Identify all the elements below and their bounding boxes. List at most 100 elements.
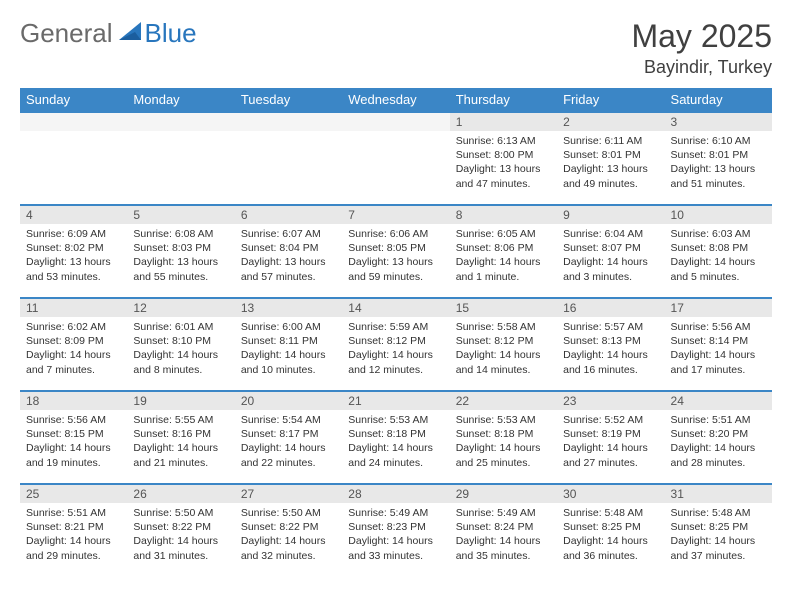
sunset-text: Sunset: 8:24 PM bbox=[456, 520, 551, 534]
day-number-cell: 16 bbox=[557, 298, 664, 317]
day-detail-cell: Sunrise: 5:49 AMSunset: 8:24 PMDaylight:… bbox=[450, 503, 557, 577]
day-number-cell: 3 bbox=[665, 112, 772, 131]
daylight-text: Daylight: 14 hours and 17 minutes. bbox=[671, 348, 766, 376]
daylight-text: Daylight: 14 hours and 3 minutes. bbox=[563, 255, 658, 283]
sunset-text: Sunset: 8:08 PM bbox=[671, 241, 766, 255]
day-detail-cell: Sunrise: 6:10 AMSunset: 8:01 PMDaylight:… bbox=[665, 131, 772, 205]
sunset-text: Sunset: 8:01 PM bbox=[563, 148, 658, 162]
logo: General Blue bbox=[20, 18, 197, 49]
day-number-cell: 10 bbox=[665, 205, 772, 224]
sunrise-text: Sunrise: 6:04 AM bbox=[563, 227, 658, 241]
day-detail-cell: Sunrise: 6:13 AMSunset: 8:00 PMDaylight:… bbox=[450, 131, 557, 205]
sunrise-text: Sunrise: 5:56 AM bbox=[671, 320, 766, 334]
day-detail-cell: Sunrise: 6:08 AMSunset: 8:03 PMDaylight:… bbox=[127, 224, 234, 298]
sunrise-text: Sunrise: 5:51 AM bbox=[671, 413, 766, 427]
day-detail-cell: Sunrise: 6:04 AMSunset: 8:07 PMDaylight:… bbox=[557, 224, 664, 298]
sunset-text: Sunset: 8:19 PM bbox=[563, 427, 658, 441]
day-detail-cell: Sunrise: 6:07 AMSunset: 8:04 PMDaylight:… bbox=[235, 224, 342, 298]
sunrise-text: Sunrise: 5:57 AM bbox=[563, 320, 658, 334]
day-number-cell bbox=[127, 112, 234, 131]
sunrise-text: Sunrise: 5:56 AM bbox=[26, 413, 121, 427]
day-detail-cell: Sunrise: 5:51 AMSunset: 8:20 PMDaylight:… bbox=[665, 410, 772, 484]
daylight-text: Daylight: 14 hours and 24 minutes. bbox=[348, 441, 443, 469]
sunrise-text: Sunrise: 5:55 AM bbox=[133, 413, 228, 427]
sunset-text: Sunset: 8:18 PM bbox=[348, 427, 443, 441]
day-number-cell: 25 bbox=[20, 484, 127, 503]
weekday-header: Saturday bbox=[665, 88, 772, 112]
daylight-text: Daylight: 14 hours and 22 minutes. bbox=[241, 441, 336, 469]
sunrise-text: Sunrise: 6:07 AM bbox=[241, 227, 336, 241]
day-detail-cell: Sunrise: 5:55 AMSunset: 8:16 PMDaylight:… bbox=[127, 410, 234, 484]
day-detail-row: Sunrise: 5:56 AMSunset: 8:15 PM Daylight:… bbox=[20, 410, 772, 484]
day-detail-cell: Sunrise: 6:02 AMSunset: 8:09 PMDaylight:… bbox=[20, 317, 127, 391]
sunset-text: Sunset: 8:13 PM bbox=[563, 334, 658, 348]
header: General Blue May 2025 Bayindir, Turkey bbox=[20, 18, 772, 78]
sunrise-text: Sunrise: 5:54 AM bbox=[241, 413, 336, 427]
day-detail-cell: Sunrise: 5:52 AMSunset: 8:19 PMDaylight:… bbox=[557, 410, 664, 484]
day-number-cell: 19 bbox=[127, 391, 234, 410]
daylight-text: Daylight: 13 hours and 53 minutes. bbox=[26, 255, 121, 283]
sunset-text: Sunset: 8:00 PM bbox=[456, 148, 551, 162]
sunset-text: Sunset: 8:12 PM bbox=[456, 334, 551, 348]
day-detail-cell: Sunrise: 6:03 AMSunset: 8:08 PMDaylight:… bbox=[665, 224, 772, 298]
day-number-cell bbox=[342, 112, 449, 131]
sunset-text: Sunset: 8:17 PM bbox=[241, 427, 336, 441]
daylight-text: Daylight: 13 hours and 55 minutes. bbox=[133, 255, 228, 283]
day-detail-cell: Sunrise: 6:09 AMSunset: 8:02 PMDaylight:… bbox=[20, 224, 127, 298]
day-number-row: 11121314151617 bbox=[20, 298, 772, 317]
day-detail-row: Sunrise: 6:13 AMSunset: 8:00 PMDaylight:… bbox=[20, 131, 772, 205]
day-detail-cell: Sunrise: 5:58 AMSunset: 8:12 PMDaylight:… bbox=[450, 317, 557, 391]
day-detail-cell: Sunrise: 5:53 AMSunset: 8:18 PMDaylight:… bbox=[450, 410, 557, 484]
daylight-text: Daylight: 14 hours and 14 minutes. bbox=[456, 348, 551, 376]
day-detail-cell: Sunrise: 6:05 AMSunset: 8:06 PMDaylight:… bbox=[450, 224, 557, 298]
daylight-text: Daylight: 14 hours and 32 minutes. bbox=[241, 534, 336, 562]
day-number-cell: 1 bbox=[450, 112, 557, 131]
day-number-cell: 29 bbox=[450, 484, 557, 503]
day-number-cell: 27 bbox=[235, 484, 342, 503]
sunrise-text: Sunrise: 6:11 AM bbox=[563, 134, 658, 148]
daylight-text: Daylight: 13 hours and 57 minutes. bbox=[241, 255, 336, 283]
calendar-table: Sunday Monday Tuesday Wednesday Thursday… bbox=[20, 88, 772, 577]
sunset-text: Sunset: 8:18 PM bbox=[456, 427, 551, 441]
logo-sail-icon bbox=[117, 20, 143, 47]
daylight-text: Daylight: 13 hours and 49 minutes. bbox=[563, 162, 658, 190]
daylight-text: Daylight: 13 hours and 51 minutes. bbox=[671, 162, 766, 190]
daylight-text: Daylight: 14 hours and 35 minutes. bbox=[456, 534, 551, 562]
day-number-cell: 26 bbox=[127, 484, 234, 503]
sunrise-text: Sunrise: 5:49 AM bbox=[456, 506, 551, 520]
day-detail-row: Sunrise: 5:51 AMSunset: 8:21 PMDaylight:… bbox=[20, 503, 772, 577]
weekday-header: Monday bbox=[127, 88, 234, 112]
daylight-text: Daylight: 14 hours and 28 minutes. bbox=[671, 441, 766, 469]
sunset-text: Sunset: 8:15 PM bbox=[26, 427, 121, 441]
sunset-text: Sunset: 8:02 PM bbox=[26, 241, 121, 255]
day-number-cell: 23 bbox=[557, 391, 664, 410]
day-number-cell: 7 bbox=[342, 205, 449, 224]
sunrise-text: Sunrise: 5:50 AM bbox=[241, 506, 336, 520]
sunset-text: Sunset: 8:10 PM bbox=[133, 334, 228, 348]
sunset-text: Sunset: 8:03 PM bbox=[133, 241, 228, 255]
day-number-row: 45678910 bbox=[20, 205, 772, 224]
day-number-row: 123 bbox=[20, 112, 772, 131]
sunrise-text: Sunrise: 5:53 AM bbox=[456, 413, 551, 427]
day-number-cell: 15 bbox=[450, 298, 557, 317]
day-detail-cell: Sunrise: 5:57 AMSunset: 8:13 PMDaylight:… bbox=[557, 317, 664, 391]
day-detail-cell: Sunrise: 6:01 AMSunset: 8:10 PMDaylight:… bbox=[127, 317, 234, 391]
day-number-cell: 14 bbox=[342, 298, 449, 317]
daylight-text: Daylight: 14 hours and 1 minute. bbox=[456, 255, 551, 283]
daylight-text: Daylight: 13 hours and 59 minutes. bbox=[348, 255, 443, 283]
sunset-text: Sunset: 8:05 PM bbox=[348, 241, 443, 255]
daylight-text: Daylight: 14 hours and 5 minutes. bbox=[671, 255, 766, 283]
sunset-text: Sunset: 8:23 PM bbox=[348, 520, 443, 534]
day-number-cell: 9 bbox=[557, 205, 664, 224]
sunrise-text: Sunrise: 5:58 AM bbox=[456, 320, 551, 334]
day-number-cell: 4 bbox=[20, 205, 127, 224]
sunset-text: Sunset: 8:25 PM bbox=[563, 520, 658, 534]
daylight-text: Daylight: 14 hours and 33 minutes. bbox=[348, 534, 443, 562]
month-title: May 2025 bbox=[631, 18, 772, 55]
sunset-text: Sunset: 8:25 PM bbox=[671, 520, 766, 534]
title-block: May 2025 Bayindir, Turkey bbox=[631, 18, 772, 78]
sunrise-text: Sunrise: 5:48 AM bbox=[563, 506, 658, 520]
sunset-text: Sunset: 8:09 PM bbox=[26, 334, 121, 348]
day-detail-cell bbox=[20, 131, 127, 205]
day-detail-cell: Sunrise: 6:06 AMSunset: 8:05 PMDaylight:… bbox=[342, 224, 449, 298]
